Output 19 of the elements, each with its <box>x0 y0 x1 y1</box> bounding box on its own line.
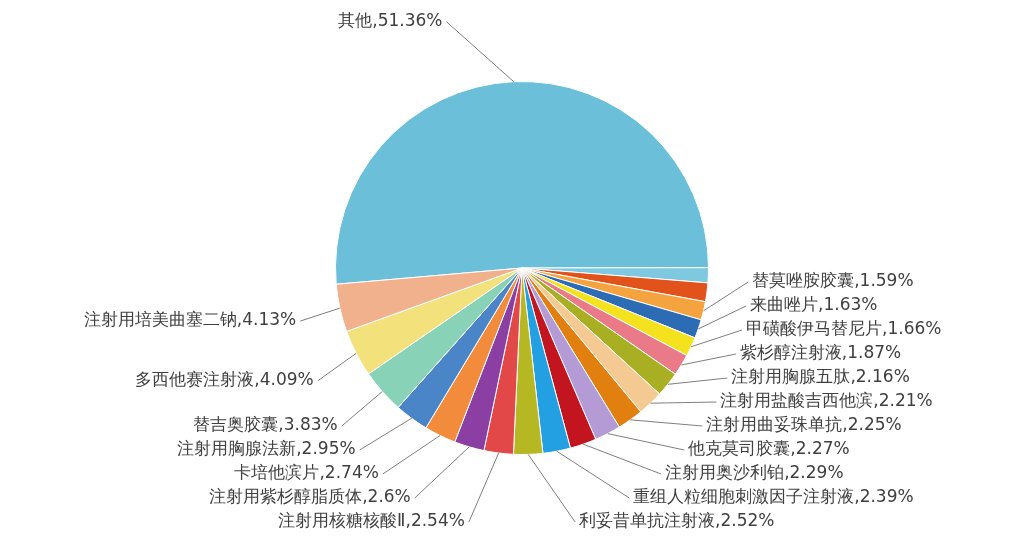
slice-label: 注射用胸腺法新,2.95% <box>177 438 356 459</box>
slice-label: 注射用奥沙利铂,2.29% <box>665 462 844 483</box>
slice-label: 紫杉醇注射液,1.87% <box>739 342 902 363</box>
slice-label: 注射用核糖核酸Ⅱ,2.54% <box>278 510 465 531</box>
slice-label: 多西他赛注射液,4.09% <box>135 369 314 390</box>
slice-label: 来曲唑片,1.63% <box>750 294 878 315</box>
slice-label: 注射用曲妥珠单抗,2.25% <box>706 414 902 435</box>
slice-label: 注射用紫杉醇脂质体,2.6% <box>209 486 411 507</box>
slice-label: 注射用培美曲塞二钠,4.13% <box>83 309 297 330</box>
slice-label: 利妥昔单抗注射液,2.52% <box>579 510 775 531</box>
slice-label: 甲磺酸伊马替尼片,1.66% <box>746 318 942 339</box>
slice-label: 替吉奥胶囊,3.83% <box>193 414 338 435</box>
slice-label: 注射用盐酸吉西他滨,2.21% <box>720 390 933 411</box>
slice-label: 他克莫司胶囊,2.27% <box>688 438 850 459</box>
slice-label: 替莫唑胺胶囊,1.59% <box>752 270 914 291</box>
slice-label: 卡培他滨片,2.74% <box>234 462 379 483</box>
slice-label: 重组人粒细胞刺激因子注射液,2.39% <box>633 486 914 507</box>
slice-label: 其他,51.36% <box>338 10 443 31</box>
slice-label: 注射用胸腺五肽,2.16% <box>731 366 910 387</box>
